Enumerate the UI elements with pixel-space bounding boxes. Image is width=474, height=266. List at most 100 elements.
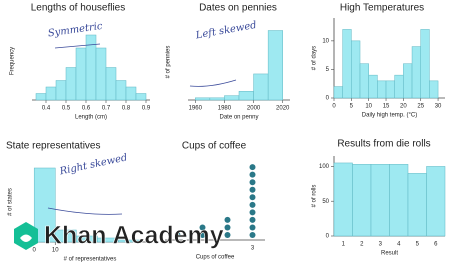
x-tick-label: 0.9 <box>142 106 151 112</box>
dot <box>199 232 206 238</box>
dot <box>249 216 256 223</box>
histogram-bar <box>35 93 47 101</box>
bar <box>389 164 409 237</box>
chart-panel: Cups of coffee Cups of coffee 3 <box>165 141 265 261</box>
histogram-bar <box>33 167 56 243</box>
histogram-bar <box>135 93 147 101</box>
histogram-bar <box>125 86 137 101</box>
y-axis-label: # of days <box>312 46 318 70</box>
dot <box>224 224 231 231</box>
x-tick-label: 5 <box>416 242 420 248</box>
x-tick-label: 0.4 <box>42 106 51 112</box>
y-axis-label: # of pennies <box>166 46 172 79</box>
bar <box>370 164 390 237</box>
x-axis-label: Result <box>381 251 398 257</box>
histogram-bar <box>394 74 404 99</box>
y-axis-label: # of rolls <box>312 185 318 208</box>
histogram-bar <box>411 46 421 99</box>
y-tick-label: 50 <box>322 199 329 205</box>
y-axis-label: # of states <box>8 188 14 216</box>
x-axis-label: Length (cm) <box>75 115 107 121</box>
x-tick-label: 2020 <box>276 106 290 112</box>
histogram-bar <box>238 91 254 101</box>
x-tick-label: 25 <box>417 104 424 110</box>
bar <box>333 162 353 237</box>
y-tick-label: 0 <box>326 96 330 102</box>
x-axis-label: Date on penny <box>219 115 258 121</box>
dot <box>224 232 231 238</box>
x-tick-label: 4 <box>397 242 401 248</box>
x-tick-label: 1980 <box>218 106 232 112</box>
x-tick-label: 3 <box>251 246 255 252</box>
histogram-bar <box>403 63 413 99</box>
x-tick-label: 0.8 <box>122 106 131 112</box>
dot-column <box>249 164 256 238</box>
histogram-bar <box>368 74 378 99</box>
x-tick-label: 0.6 <box>82 106 91 112</box>
bar <box>407 173 427 237</box>
histogram-bar <box>351 40 361 99</box>
y-axis-label: Frequency <box>10 47 16 75</box>
histogram-bar <box>75 47 87 101</box>
histogram-bar <box>224 95 240 101</box>
histogram-bar <box>195 97 211 101</box>
dot <box>249 194 256 201</box>
chart-title: Results from die rolls <box>337 139 430 150</box>
y-tick-label: 0 <box>326 234 330 240</box>
chart-title: Cups of coffee <box>182 141 247 152</box>
chart-title: High Temperatures <box>340 3 424 14</box>
x-tick-label: 5 <box>350 104 354 110</box>
x-axis-label: Daily high temp. (°C) <box>362 113 417 119</box>
x-tick-label: 1 <box>342 242 346 248</box>
x-tick-label: 0 <box>332 104 336 110</box>
x-tick-label: 30 <box>435 104 442 110</box>
histogram-bar <box>253 73 269 101</box>
x-tick-label: 2 <box>360 242 364 248</box>
bar <box>352 164 372 237</box>
histogram-bar <box>118 239 140 243</box>
x-tick-label: 2000 <box>247 106 261 112</box>
dot-column <box>174 232 181 238</box>
x-tick-label: 1960 <box>189 106 203 112</box>
x-tick-label: 10 <box>52 248 59 254</box>
histogram-bar <box>377 80 387 99</box>
x-tick-label: 0.5 <box>62 106 71 112</box>
dot <box>199 224 206 231</box>
dot <box>249 171 256 178</box>
brand-name: Khan Academy <box>44 222 224 250</box>
x-axis-label: # of representatives <box>64 257 117 263</box>
dot <box>249 164 256 171</box>
y-tick-label: 10 <box>322 38 329 44</box>
x-tick-label: 3 <box>379 242 383 248</box>
histogram-bar <box>95 47 107 101</box>
dot-column <box>224 216 231 238</box>
x-tick-label: 6 <box>434 242 438 248</box>
logo: Khan Academy <box>14 221 224 250</box>
histogram-bar <box>115 80 127 101</box>
histogram-bar <box>420 29 430 99</box>
chart-panel: High Temperatures Daily high temp. (°C) # … <box>312 3 445 119</box>
dot <box>249 201 256 208</box>
x-tick-label: 0 <box>33 248 37 254</box>
dot <box>224 216 231 223</box>
histogram-bar <box>105 67 117 101</box>
histogram-bar <box>209 97 225 101</box>
dot <box>249 179 256 186</box>
x-tick-label: 0.7 <box>102 106 111 112</box>
logo-leaf <box>20 234 32 242</box>
histogram-bar <box>359 63 369 99</box>
annotation-arrow <box>189 79 237 87</box>
x-tick-label: 15 <box>383 104 390 110</box>
chart-title: Lengths of houseflies <box>31 3 126 14</box>
histogram-bar <box>267 30 283 101</box>
histogram-bar <box>65 67 77 101</box>
annotation-arrow <box>54 43 101 49</box>
chart-title: Dates on pennies <box>199 3 277 14</box>
dot <box>174 232 181 238</box>
x-tick-label: 10 <box>365 104 372 110</box>
dot <box>249 209 256 216</box>
histogram-bar <box>45 86 57 101</box>
x-tick-label: 20 <box>400 104 407 110</box>
chart-title: State representatives <box>6 141 101 152</box>
